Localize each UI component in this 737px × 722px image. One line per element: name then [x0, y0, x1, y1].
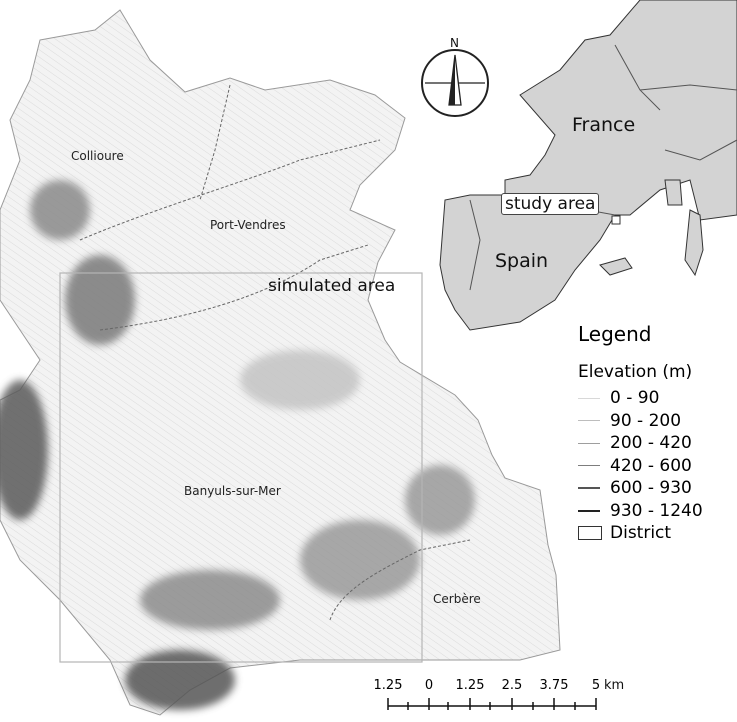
study-area-marker [611, 215, 621, 225]
district-swatch-icon [578, 526, 602, 540]
legend-label-elevation: 90 - 200 [610, 410, 682, 431]
corsica-icon [684, 209, 704, 277]
district-boundaries [79, 84, 471, 621]
town-label-port-vendres: Port-Vendres [210, 218, 286, 232]
legend-label-district: District [610, 523, 672, 543]
elevation-swatch-icon [578, 487, 600, 489]
legend-row-elevation: 0 - 90 [578, 388, 659, 408]
legend-row-elevation: 200 - 420 [578, 433, 692, 453]
legend-row-elevation: 930 - 1240 [578, 501, 703, 521]
elevation-swatch-icon [578, 509, 600, 512]
elevation-swatch-icon [578, 442, 600, 444]
elevation-swatch-icon [578, 420, 600, 421]
legend-row-elevation: 90 - 200 [578, 411, 681, 431]
compass-north-label: N [450, 36, 459, 50]
scale-tick-label: 5 [591, 678, 601, 693]
legend-row-elevation: 600 - 930 [578, 478, 692, 498]
simulated-area-label: simulated area [268, 276, 396, 296]
scale-tick-label: 0 [424, 678, 434, 693]
legend-row-district: District [578, 523, 671, 543]
legend-elevation-title: Elevation (m) [578, 362, 693, 382]
legend-row-elevation: 420 - 600 [578, 456, 692, 476]
scale-tick-label: 2.5 [501, 678, 523, 693]
sardinia-icon [664, 179, 683, 206]
inset-land [439, 0, 737, 331]
legend-label-elevation: 600 - 930 [610, 478, 692, 498]
scale-tick-label: 3.75 [539, 678, 569, 693]
scale-unit: km [604, 678, 625, 693]
scale-tick-label: 1.25 [373, 678, 403, 693]
legend-label-elevation: 0 - 90 [610, 388, 660, 408]
legend-title: Legend [578, 322, 652, 346]
scale-bar [387, 698, 597, 710]
scale-tick-label: 1.25 [455, 678, 485, 693]
inset-map [439, 0, 737, 331]
town-label-cerbere: Cerbère [433, 592, 481, 606]
inset-label-study-area: study area [501, 193, 600, 215]
elevation-swatch-icon [578, 465, 600, 466]
inset-label-france: France [572, 114, 636, 136]
legend-label-elevation: 930 - 1240 [610, 500, 703, 521]
legend-label-elevation: 420 - 600 [610, 455, 692, 476]
simulated-area-box [59, 272, 423, 663]
town-label-banyuls: Banyuls-sur-Mer [184, 484, 281, 498]
town-label-collioure: Collioure [71, 149, 124, 163]
balearic-icon [599, 257, 633, 276]
legend-label-elevation: 200 - 420 [610, 433, 692, 453]
compass-rose-icon [421, 49, 489, 117]
elevation-swatch-icon [578, 397, 600, 399]
inset-label-spain: Spain [495, 250, 549, 272]
